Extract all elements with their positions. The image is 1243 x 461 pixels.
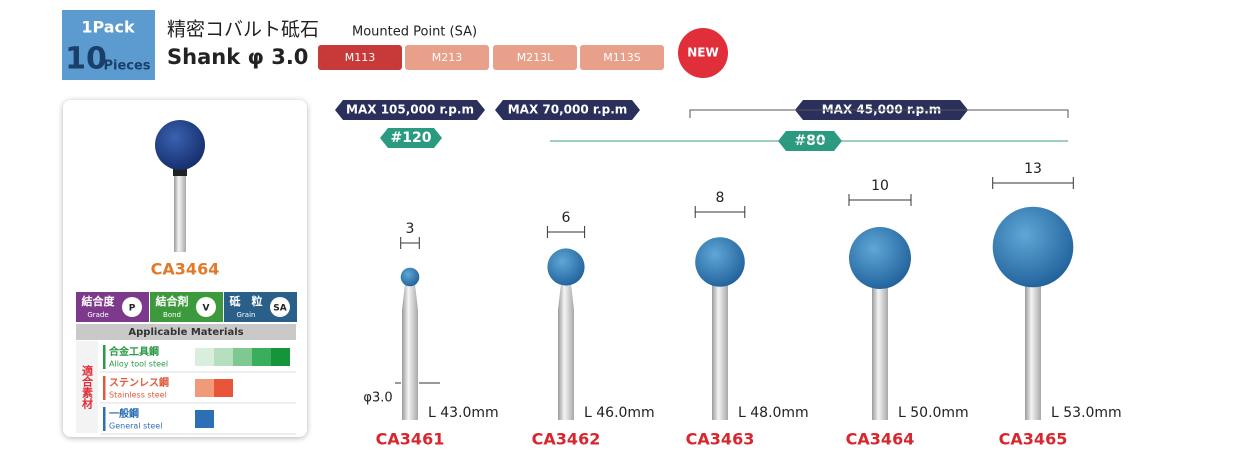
tab-label: M213 [432, 51, 463, 64]
shank-diameter: φ3.0 [363, 391, 392, 406]
spec-en: Grade [87, 311, 108, 319]
card-ball [155, 120, 205, 170]
tabs: M113 M213 M213L M113S [318, 45, 664, 70]
spec-jp: 砥 粒 [230, 294, 263, 308]
diameter: 8 [716, 190, 725, 206]
neck [558, 283, 574, 310]
diameter: 6 [562, 210, 571, 226]
spec-badge [122, 297, 142, 317]
material-en: Stainless steel [109, 391, 167, 400]
ball [849, 227, 911, 289]
dimension-line [694, 206, 746, 218]
spec-jp: 結合剤 [156, 294, 189, 308]
tab [493, 45, 577, 70]
title-jp: 精密コバルト砥石 [167, 19, 319, 41]
diameter: 10 [871, 178, 889, 194]
product-code: CA3465 [999, 430, 1068, 449]
material-swatch [233, 348, 252, 366]
material-swatch [195, 410, 214, 428]
material-swatch [271, 348, 290, 366]
tab-label: M113S [603, 51, 640, 64]
ball [400, 267, 420, 287]
material-swatch [214, 348, 233, 366]
side-cell [76, 341, 98, 433]
length: L 53.0mm [1051, 405, 1122, 421]
dimension-line [992, 177, 1074, 189]
speed-label: MAX 70,000 r.p.m [508, 103, 628, 117]
material-en: Alloy tool steel [109, 360, 168, 369]
card-product: CA3464 [151, 260, 220, 279]
spec-code: V [203, 304, 210, 314]
speed-banner [495, 100, 640, 120]
materials-title: Applicable Materials [128, 327, 243, 338]
pack-unit: Pieces [103, 59, 150, 74]
length: L 43.0mm [428, 405, 499, 421]
materials-bar [76, 324, 296, 340]
speed-banner [335, 100, 485, 120]
dimension-line [546, 226, 586, 238]
pack-badge [62, 10, 155, 80]
ball [547, 248, 585, 286]
spec-badge [270, 297, 290, 317]
diameter: 13 [1024, 161, 1042, 177]
side-label: 適合素材 [81, 364, 94, 410]
spec-jp: 結合度 [82, 294, 116, 308]
product-code: CA3461 [376, 430, 445, 449]
spec-en: Bond [163, 311, 181, 319]
length: L 46.0mm [584, 405, 655, 421]
neck [402, 284, 418, 310]
tab [405, 45, 489, 70]
pack-count: 10 [65, 42, 107, 77]
tab [318, 45, 402, 70]
material-bar [103, 345, 106, 369]
product-code: CA3462 [532, 430, 601, 449]
spec-badge [196, 297, 216, 317]
material-jp: 一般鋼 [109, 407, 139, 420]
material-jp: ステンレス鋼 [109, 376, 169, 389]
shank [1025, 283, 1041, 420]
material-swatch [214, 379, 233, 397]
shank [558, 310, 574, 420]
material-bar [103, 376, 106, 400]
speed-bracket [689, 109, 1069, 118]
tab-label: M213L [517, 51, 554, 64]
speed-label: MAX 105,000 r.p.m [346, 103, 474, 117]
length: L 50.0mm [898, 405, 969, 421]
spec-row: 結合度 Grade P 結合剤 Bond V 砥 粒 Grain SA [76, 292, 297, 322]
product-code: CA3463 [686, 430, 755, 449]
spec-code: SA [273, 304, 286, 314]
new-badge [678, 28, 728, 78]
shank [402, 310, 418, 420]
shank [712, 282, 728, 420]
material-swatch [195, 348, 214, 366]
new-label: NEW [687, 46, 718, 60]
dimension-line [400, 237, 420, 249]
shank [872, 285, 888, 420]
diameter: 3 [406, 221, 415, 237]
material-swatch [195, 379, 214, 397]
spec-code: P [129, 304, 136, 314]
ball [992, 206, 1074, 288]
spec-en: Grain [237, 311, 256, 319]
shank-title: Shank φ 3.0 [167, 45, 308, 69]
material-swatch [252, 348, 271, 366]
grit-banner [380, 128, 442, 148]
materials: 合金工具鋼 Alloy tool steel ステンレス鋼 Stainless ste… [100, 345, 296, 435]
material-jp: 合金工具鋼 [108, 345, 159, 358]
products: 3 L 43.0mm CA3461 6 L 46.0mm CA3462 8 L 48.0mm C… [376, 161, 1122, 449]
pack-label: 1Pack [81, 18, 135, 37]
title-en: Mounted Point (SA) [352, 25, 477, 40]
tab [580, 45, 664, 70]
grit-label: #120 [391, 130, 432, 146]
tab-label: M113 [345, 51, 376, 64]
product-code: CA3464 [846, 430, 915, 449]
banners: MAX 105,000 r.p.m MAX 70,000 r.p.m MAX 45,… [335, 100, 968, 151]
ball [695, 237, 745, 287]
dimension-line [848, 194, 912, 206]
card-shank [174, 172, 186, 252]
material-bar [103, 407, 106, 431]
length: L 48.0mm [738, 405, 809, 421]
material-en: General steel [109, 422, 162, 431]
